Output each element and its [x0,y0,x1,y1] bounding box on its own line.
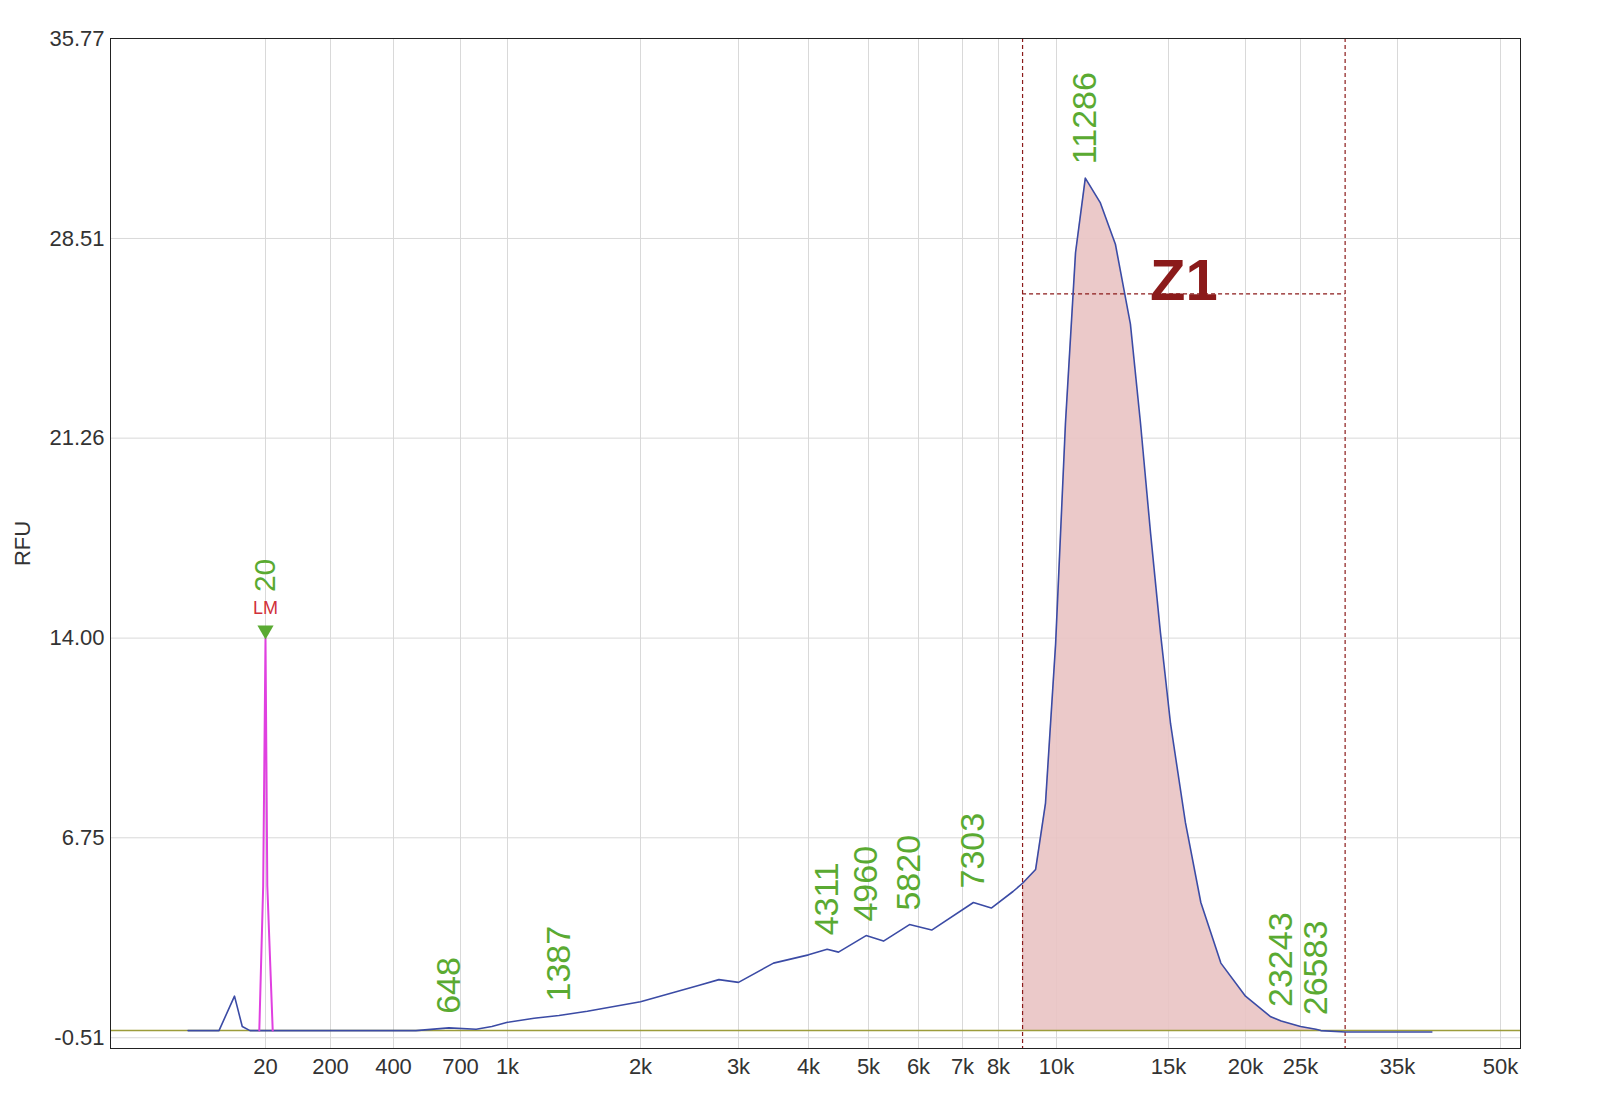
svg-text:7k: 7k [951,1054,975,1079]
svg-text:11286: 11286 [1065,72,1103,164]
svg-text:RFU: RFU [10,521,35,566]
svg-text:14.00: 14.00 [49,625,104,650]
svg-text:LM: LM [253,598,278,618]
svg-text:25k: 25k [1283,1054,1319,1079]
svg-text:23243: 23243 [1261,912,1299,1007]
svg-text:1387: 1387 [539,926,577,1002]
svg-text:50k: 50k [1483,1054,1519,1079]
svg-text:35k: 35k [1380,1054,1416,1079]
svg-text:6k: 6k [907,1054,931,1079]
svg-text:8k: 8k [987,1054,1011,1079]
svg-text:700: 700 [442,1054,479,1079]
svg-text:6.75: 6.75 [62,825,105,850]
svg-text:3k: 3k [727,1054,751,1079]
svg-text:200: 200 [312,1054,349,1079]
svg-text:10k: 10k [1039,1054,1075,1079]
svg-text:2k: 2k [629,1054,653,1079]
svg-text:5820: 5820 [889,835,927,911]
svg-text:5k: 5k [857,1054,881,1079]
svg-text:400: 400 [375,1054,412,1079]
svg-text:35.77: 35.77 [49,26,104,51]
svg-text:21.26: 21.26 [49,425,104,450]
svg-text:28.51: 28.51 [49,226,104,251]
svg-text:648: 648 [429,957,467,1014]
svg-text:7303: 7303 [953,813,991,889]
svg-text:1k: 1k [496,1054,520,1079]
svg-text:15k: 15k [1151,1054,1187,1079]
svg-text:20k: 20k [1228,1054,1264,1079]
svg-text:4k: 4k [797,1054,821,1079]
svg-text:20: 20 [248,559,281,592]
svg-text:20: 20 [253,1054,277,1079]
svg-text:-0.51: -0.51 [54,1025,104,1050]
svg-text:4311: 4311 [807,862,845,935]
svg-text:4960: 4960 [846,846,884,922]
svg-text:26583: 26583 [1296,921,1334,1016]
svg-text:Z1: Z1 [1150,247,1218,312]
